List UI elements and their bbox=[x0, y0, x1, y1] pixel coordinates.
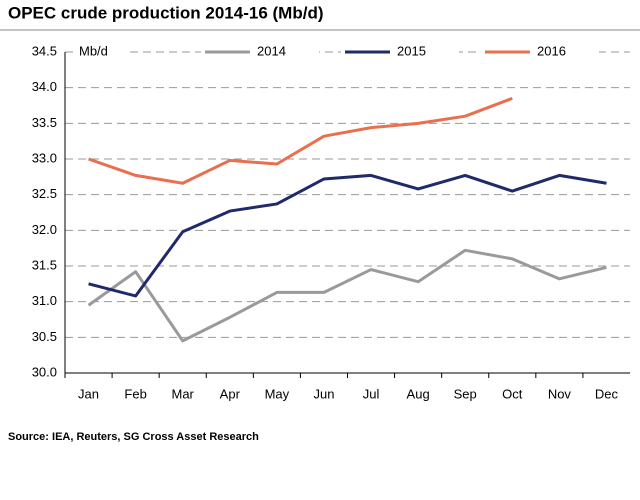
x-tick-label: Dec bbox=[595, 386, 619, 401]
legend-bg bbox=[341, 44, 459, 60]
chart-title: OPEC crude production 2014-16 (Mb/d) bbox=[8, 3, 324, 22]
legend-label: 2014 bbox=[257, 43, 286, 58]
y-tick-label: 33.0 bbox=[32, 150, 57, 165]
y-tick-label: 30.5 bbox=[32, 329, 57, 344]
y-tick-label: 34.0 bbox=[32, 79, 57, 94]
x-tick-label: Sep bbox=[454, 386, 477, 401]
x-tick-label: Jan bbox=[78, 386, 99, 401]
y-tick-label: 34.5 bbox=[32, 43, 57, 58]
legend-label: 2015 bbox=[397, 43, 426, 58]
x-tick-label: Mar bbox=[172, 386, 195, 401]
y-tick-label: 31.5 bbox=[32, 257, 57, 272]
x-tick-label: Feb bbox=[124, 386, 146, 401]
series-line bbox=[88, 173, 607, 298]
x-tick-label: Oct bbox=[502, 386, 523, 401]
x-tick-label: Jun bbox=[313, 386, 334, 401]
x-tick-label: Jul bbox=[363, 386, 380, 401]
legend-bg bbox=[481, 44, 599, 60]
x-tick-label: Apr bbox=[220, 386, 241, 401]
y-tick-label: 32.5 bbox=[32, 186, 57, 201]
series-line bbox=[87, 248, 607, 343]
y-tick-label: 30.0 bbox=[32, 364, 57, 379]
y-axis-label: Mb/d bbox=[79, 43, 108, 58]
x-tick-label: Aug bbox=[407, 386, 430, 401]
series-line bbox=[88, 96, 513, 185]
x-tick-label: Nov bbox=[548, 386, 572, 401]
y-tick-label: 31.0 bbox=[32, 293, 57, 308]
x-tick-label: May bbox=[265, 386, 290, 401]
y-tick-label: 32.0 bbox=[32, 222, 57, 237]
legend-label: 2016 bbox=[537, 43, 566, 58]
source: Source: IEA, Reuters, SG Cross Asset Res… bbox=[8, 431, 259, 443]
label-bg bbox=[75, 44, 127, 60]
y-tick-label: 33.5 bbox=[32, 115, 57, 130]
legend-bg bbox=[201, 44, 319, 60]
